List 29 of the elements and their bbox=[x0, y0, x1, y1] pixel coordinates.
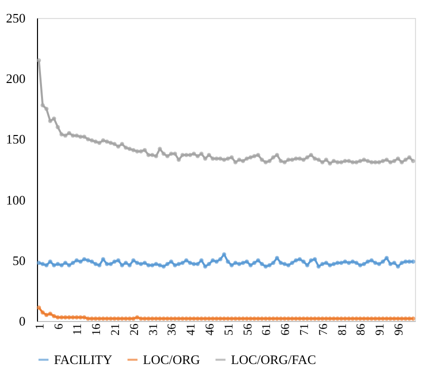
legend-label: LOC/ORG/FAC bbox=[231, 352, 316, 367]
x-tick-label: 86 bbox=[354, 324, 368, 336]
x-tick-label: 16 bbox=[89, 324, 104, 336]
x-tick-label: 56 bbox=[240, 324, 254, 336]
x-tick-label: 6 bbox=[51, 324, 66, 330]
y-tick-label: 250 bbox=[6, 10, 26, 26]
x-tick-label: 61 bbox=[259, 324, 274, 336]
x-tick-label: 91 bbox=[372, 324, 387, 336]
x-tick-label: 21 bbox=[108, 324, 122, 336]
y-tick-label: 50 bbox=[12, 252, 26, 268]
x-tick-label: 46 bbox=[202, 324, 216, 336]
x-tick-label: 36 bbox=[164, 324, 179, 336]
x-tick-label: 76 bbox=[316, 324, 330, 336]
legend-label: LOC/ORG bbox=[143, 352, 200, 367]
x-tick-label: 66 bbox=[278, 324, 292, 336]
x-tick-label: 71 bbox=[296, 324, 311, 336]
x-tick-label: 1 bbox=[32, 324, 46, 330]
x-tick-label: 26 bbox=[126, 324, 141, 336]
x-tick-label: 41 bbox=[184, 324, 198, 336]
x-tick-label: 31 bbox=[146, 324, 160, 336]
y-tick-label: 200 bbox=[6, 71, 26, 86]
x-tick-label: 96 bbox=[391, 324, 406, 336]
x-tick-label: 81 bbox=[334, 324, 349, 336]
y-tick-label: 150 bbox=[6, 132, 26, 147]
x-tick-label: 11 bbox=[70, 324, 84, 336]
legend-label: FACILITY bbox=[54, 352, 113, 367]
y-tick-label: 100 bbox=[6, 192, 26, 208]
y-tick-label: 0 bbox=[19, 314, 26, 328]
x-tick-label: 51 bbox=[221, 324, 236, 336]
